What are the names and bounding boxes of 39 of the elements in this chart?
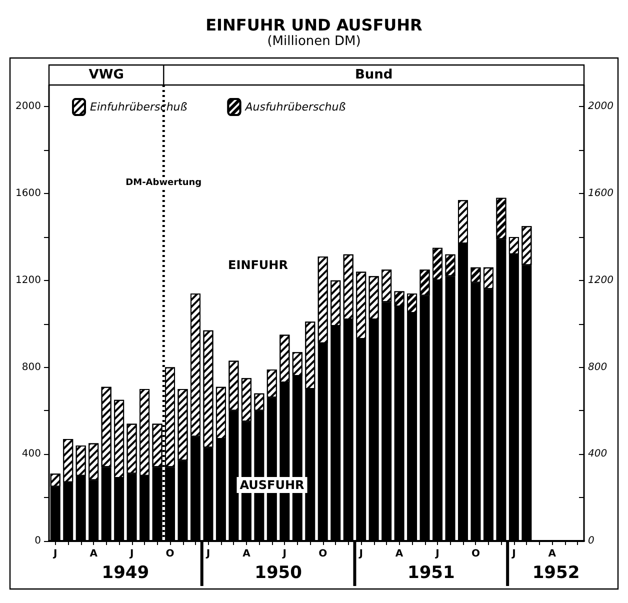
x-tick-label: J [205, 548, 210, 560]
annotation: DM-Abwertung [126, 178, 202, 188]
annotation: EINFUHR [228, 258, 288, 272]
y2-tick-label: 400 [588, 448, 608, 460]
x-tick-label: A [548, 548, 556, 560]
y-tick-label: 2000 [16, 101, 41, 112]
x-tick-label: J [282, 548, 287, 560]
text: 1950 [254, 563, 302, 583]
y-tick-label: 1600 [16, 188, 41, 200]
x-tick-label: O [166, 548, 174, 560]
x-tick-label: J [434, 548, 440, 560]
x-tick-label: J [358, 548, 363, 560]
legend-label: Ausfuhrüberschuß [244, 100, 346, 114]
chart-subtitle: (Millionen DM) [267, 34, 361, 49]
chart-title: EINFUHR UND AUSFUHR [206, 16, 422, 34]
x-tick-label: J [128, 548, 134, 560]
x-tick-label: A [90, 548, 98, 560]
y2-tick-label: 1600 [588, 188, 614, 200]
text: 1952 [532, 563, 580, 583]
y-tick-label: 400 [22, 448, 41, 460]
text: Bund [354, 68, 393, 82]
x-tick-label: A [242, 548, 251, 560]
legend-label: Einfuhrüberschuß [90, 100, 188, 114]
x-tick-label: A [395, 548, 404, 560]
y2-tick-label: 800 [588, 362, 608, 373]
y2-tick-label: 1200 [588, 274, 614, 286]
x-tick-label: O [318, 548, 328, 560]
text: 1951 [407, 563, 455, 583]
y2-tick-label: 0 [588, 536, 594, 546]
text: VWG [88, 68, 124, 82]
y2-tick-label: 2000 [588, 101, 614, 112]
y-tick-label: 800 [22, 362, 41, 373]
x-tick-label: J [52, 548, 58, 560]
annotation: AUSFUHR [240, 478, 304, 492]
y-tick-label: 0 [34, 536, 41, 546]
y-tick-label: 1200 [16, 274, 41, 286]
x-tick-label: O [471, 548, 480, 560]
x-tick-label: J [511, 548, 516, 560]
text: 1949 [102, 563, 150, 583]
